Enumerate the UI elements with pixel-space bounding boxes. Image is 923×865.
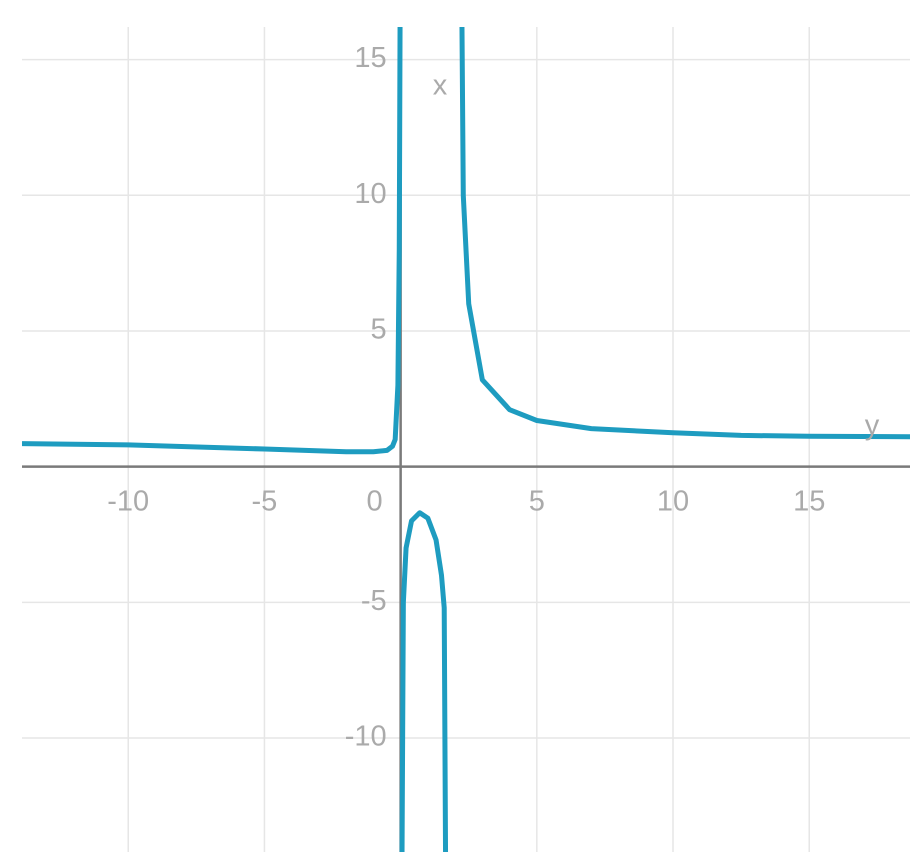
line <box>22 27 910 852</box>
x-tick-label: 10 <box>657 485 689 517</box>
x-tick-label: 5 <box>529 485 545 517</box>
y-tick-label: -10 <box>345 721 387 753</box>
x-axis-label: y <box>865 410 880 442</box>
y-axis-label: x <box>433 70 448 102</box>
y-tick-label: 10 <box>354 178 386 210</box>
axes: -10 -5 0 5 10 15 -10 -5 5 10 15 <box>22 27 910 852</box>
x-tick-label: 15 <box>793 485 825 517</box>
grid <box>22 27 910 852</box>
y-tick-label: 5 <box>370 314 386 346</box>
y-tick-label: -5 <box>361 585 387 617</box>
y-tick-label: 15 <box>354 42 386 74</box>
plot-area <box>22 27 910 852</box>
x-tick-label: -10 <box>107 485 149 517</box>
x-tick-label: 0 <box>367 485 383 517</box>
x-tick-label: -5 <box>252 485 278 517</box>
labels: y x <box>433 70 880 442</box>
